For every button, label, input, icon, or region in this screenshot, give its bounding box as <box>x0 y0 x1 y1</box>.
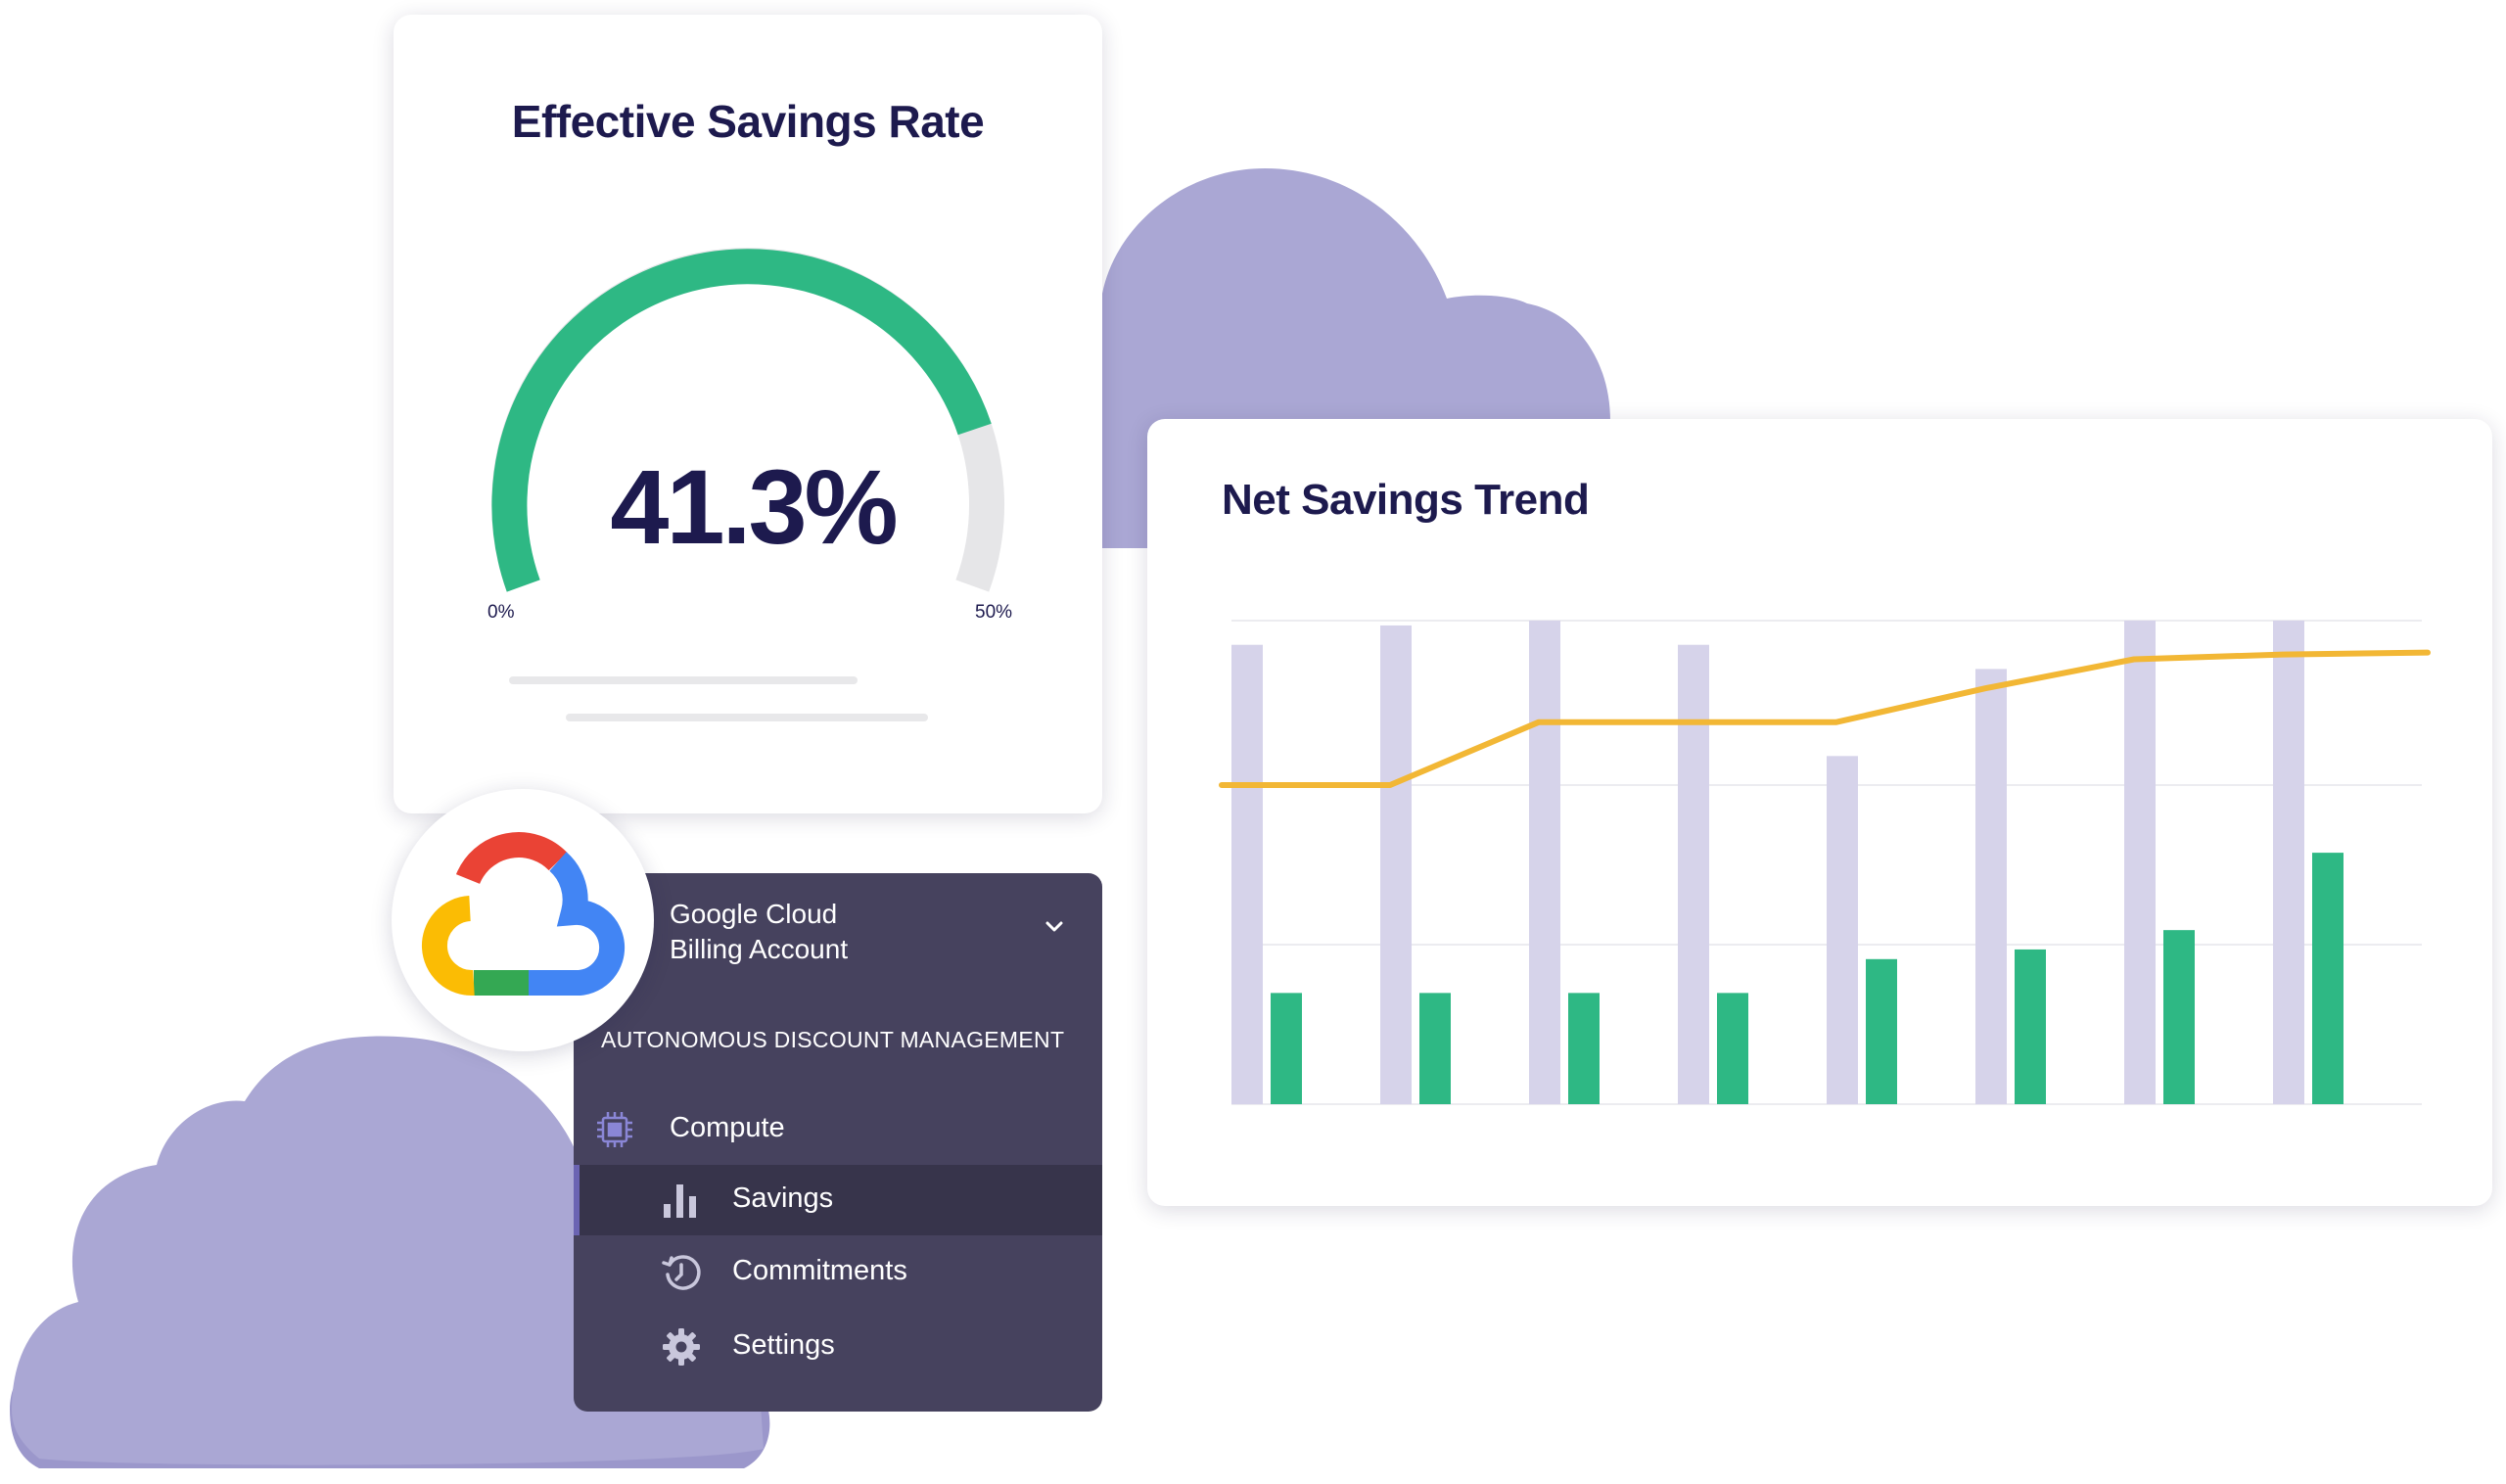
bar-savings <box>1271 993 1302 1104</box>
bar-total <box>1529 621 1560 1104</box>
menu-item-label: Commitments <box>732 1255 907 1286</box>
bar-savings <box>2015 949 2046 1104</box>
savings-rate-card: Effective Savings Rate 41.3% 0% 50% <box>394 15 1102 813</box>
savings-gauge <box>491 248 1004 592</box>
gear-icon <box>663 1328 700 1366</box>
placeholder-line <box>509 676 858 684</box>
bar-total <box>2124 621 2156 1104</box>
bar-savings <box>1717 993 1748 1104</box>
bar-total <box>1975 669 2007 1104</box>
gauge-min-label: 0% <box>487 602 515 623</box>
trend-line <box>1219 649 2431 788</box>
placeholder-line <box>566 714 928 721</box>
bar-chart-icon <box>664 1184 696 1218</box>
menu-item-label: Compute <box>670 1112 785 1143</box>
bar-savings <box>2312 853 2344 1104</box>
menu-item-compute[interactable]: Compute <box>574 1094 1102 1165</box>
google-cloud-logo-icon <box>422 832 626 997</box>
menu-item-settings[interactable]: Settings <box>574 1312 1102 1382</box>
bar-total <box>1380 625 1412 1104</box>
billing-account-menu: Google Cloud Billing Account AUTONOMOUS … <box>574 873 1102 1412</box>
chart-title: Net Savings Trend <box>1222 476 1590 524</box>
section-title: AUTONOMOUS DISCOUNT MANAGEMENT <box>601 1027 1065 1052</box>
bar-savings <box>1419 993 1451 1104</box>
bar-total <box>1678 644 1709 1104</box>
google-cloud-badge <box>392 789 654 1051</box>
net-savings-trend-card: Net Savings Trend <box>1147 419 2492 1206</box>
bar-savings <box>1866 958 1897 1104</box>
bar-total <box>1231 644 1263 1104</box>
gauge-fill <box>491 249 992 592</box>
bar-savings <box>1568 993 1600 1104</box>
chevron-down-icon[interactable] <box>1042 914 1067 940</box>
menu-item-label: Savings <box>732 1183 834 1214</box>
menu-item-label: Settings <box>732 1329 835 1361</box>
account-name-line1: Google Cloud <box>670 899 838 929</box>
menu-item-savings[interactable]: Savings <box>574 1165 1102 1235</box>
billing-account-selector[interactable]: Google Cloud Billing Account <box>670 897 848 967</box>
history-icon <box>662 1255 701 1290</box>
chip-icon <box>597 1112 632 1147</box>
bar-total <box>2273 621 2304 1104</box>
menu-item-commitments[interactable]: Commitments <box>574 1237 1102 1308</box>
bar-total <box>1827 756 1858 1104</box>
gauge-value: 41.3% <box>610 447 898 566</box>
gauge-title: Effective Savings Rate <box>511 96 985 147</box>
net-savings-chart <box>1219 620 2431 1105</box>
gauge-max-label: 50% <box>975 602 1013 623</box>
account-name-line2: Billing Account <box>670 934 849 964</box>
bar-savings <box>2163 930 2195 1104</box>
